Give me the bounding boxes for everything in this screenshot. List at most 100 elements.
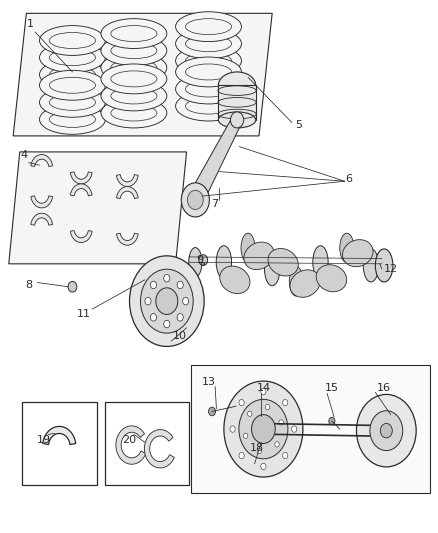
- Ellipse shape: [188, 247, 201, 277]
- Polygon shape: [31, 196, 53, 208]
- Text: 19: 19: [37, 435, 51, 445]
- Ellipse shape: [185, 64, 231, 80]
- Circle shape: [238, 399, 287, 459]
- Circle shape: [243, 433, 247, 439]
- Ellipse shape: [362, 249, 378, 282]
- Ellipse shape: [49, 50, 95, 66]
- Ellipse shape: [39, 60, 105, 90]
- Circle shape: [265, 405, 269, 410]
- Circle shape: [291, 426, 296, 432]
- Text: 9: 9: [196, 255, 203, 265]
- Ellipse shape: [49, 77, 95, 93]
- Circle shape: [150, 313, 156, 321]
- Text: 8: 8: [25, 280, 32, 290]
- Polygon shape: [31, 213, 53, 225]
- Circle shape: [177, 313, 183, 321]
- Text: 13: 13: [201, 377, 215, 387]
- Text: 10: 10: [173, 331, 187, 341]
- Polygon shape: [116, 233, 138, 245]
- Circle shape: [177, 281, 183, 289]
- Circle shape: [251, 415, 275, 443]
- Bar: [105, 402, 188, 485]
- Text: 4: 4: [21, 150, 28, 159]
- Ellipse shape: [49, 33, 95, 49]
- Ellipse shape: [218, 112, 255, 128]
- Ellipse shape: [218, 72, 255, 99]
- Ellipse shape: [244, 242, 273, 270]
- Ellipse shape: [49, 111, 95, 127]
- Text: 6: 6: [345, 174, 352, 183]
- Circle shape: [145, 297, 151, 305]
- Ellipse shape: [110, 43, 157, 59]
- Polygon shape: [188, 117, 241, 205]
- Circle shape: [282, 399, 287, 406]
- Circle shape: [181, 183, 209, 217]
- Circle shape: [155, 288, 177, 314]
- Ellipse shape: [268, 248, 297, 276]
- Ellipse shape: [101, 53, 166, 83]
- Circle shape: [208, 407, 215, 416]
- Polygon shape: [144, 430, 174, 468]
- Polygon shape: [13, 13, 272, 136]
- Ellipse shape: [312, 246, 328, 279]
- Ellipse shape: [39, 87, 105, 117]
- Ellipse shape: [185, 19, 231, 35]
- Polygon shape: [42, 426, 76, 445]
- Bar: [22, 402, 96, 485]
- Ellipse shape: [39, 104, 105, 134]
- Ellipse shape: [185, 36, 231, 52]
- Circle shape: [260, 389, 265, 395]
- Ellipse shape: [101, 64, 166, 94]
- Circle shape: [260, 463, 265, 470]
- Ellipse shape: [185, 98, 231, 114]
- Text: 14: 14: [256, 383, 270, 393]
- Ellipse shape: [342, 240, 372, 266]
- Ellipse shape: [110, 71, 157, 87]
- Circle shape: [247, 411, 251, 416]
- Ellipse shape: [315, 265, 346, 292]
- Polygon shape: [70, 184, 92, 196]
- Bar: [191, 365, 429, 493]
- Circle shape: [68, 281, 77, 292]
- Ellipse shape: [185, 53, 231, 69]
- Circle shape: [163, 274, 170, 282]
- Ellipse shape: [110, 88, 157, 104]
- Bar: [218, 85, 255, 120]
- Circle shape: [238, 399, 244, 406]
- Ellipse shape: [289, 266, 303, 296]
- Ellipse shape: [216, 246, 231, 279]
- Ellipse shape: [290, 270, 319, 297]
- Polygon shape: [116, 175, 138, 187]
- Circle shape: [278, 419, 283, 425]
- Ellipse shape: [101, 36, 166, 66]
- Text: 18: 18: [249, 443, 263, 453]
- Circle shape: [140, 269, 193, 333]
- Ellipse shape: [240, 233, 254, 263]
- Ellipse shape: [110, 60, 157, 76]
- Text: 20: 20: [122, 435, 136, 445]
- Ellipse shape: [219, 266, 249, 294]
- Ellipse shape: [110, 105, 157, 121]
- Circle shape: [187, 190, 203, 209]
- Circle shape: [198, 255, 207, 265]
- Ellipse shape: [339, 233, 353, 263]
- Ellipse shape: [39, 43, 105, 72]
- Text: 15: 15: [324, 383, 338, 393]
- Ellipse shape: [49, 94, 95, 110]
- Ellipse shape: [101, 98, 166, 128]
- Polygon shape: [9, 152, 186, 264]
- Ellipse shape: [49, 67, 95, 83]
- Circle shape: [379, 423, 392, 438]
- Polygon shape: [70, 231, 92, 243]
- Ellipse shape: [110, 26, 157, 42]
- Circle shape: [182, 297, 188, 305]
- Polygon shape: [116, 426, 145, 464]
- Ellipse shape: [175, 29, 241, 59]
- Ellipse shape: [175, 12, 241, 42]
- Circle shape: [257, 448, 261, 454]
- Polygon shape: [31, 155, 53, 166]
- Polygon shape: [70, 172, 92, 184]
- Ellipse shape: [175, 74, 241, 104]
- Ellipse shape: [101, 19, 166, 49]
- Circle shape: [356, 394, 415, 467]
